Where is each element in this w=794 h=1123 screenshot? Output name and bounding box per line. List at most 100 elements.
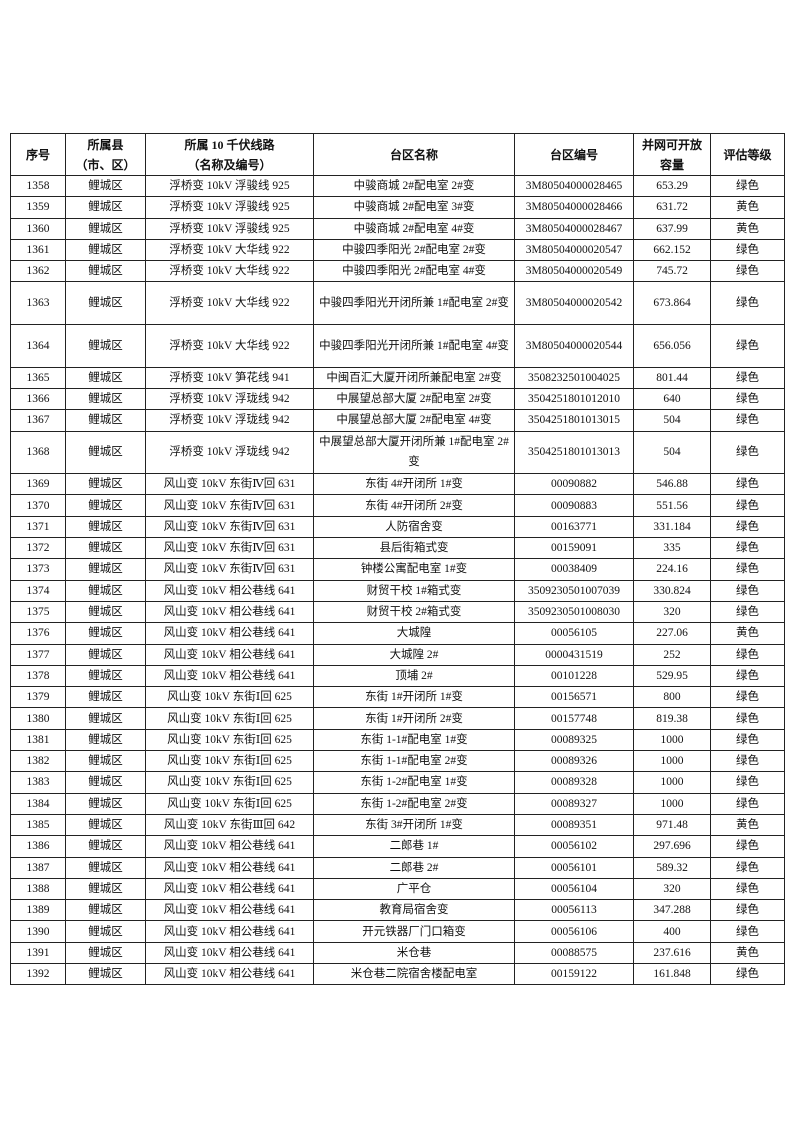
cell-area-name: 米仓巷二院宿舍楼配电室 [313, 962, 515, 986]
cell-open-capacity: 800 [633, 686, 711, 709]
cell-area-name: 钟楼公寓配电室 1#变 [313, 558, 515, 581]
table-row: 1363 鲤城区 浮桥变 10kV 大华线 922 中骏四季阳光开闭所兼 1#配电室 … [10, 281, 785, 326]
cell-feeder-line: 浮桥变 10kV 大华线 922 [145, 324, 314, 368]
cell-area-name: 财贸干校 2#箱式变 [313, 600, 515, 624]
cell-area-name: 东街 1-1#配电室 2#变 [313, 750, 515, 773]
cell-area-code: 00056101 [514, 856, 634, 879]
cell-open-capacity: 320 [633, 877, 711, 901]
cell-open-capacity: 331.184 [633, 515, 711, 539]
cell-rating: 绿色 [710, 366, 785, 389]
header-open-capacity: 并网可开放 容量 [633, 133, 711, 176]
table-row: 1383 鲤城区 风山变 10kV 东街Ⅰ回 625 东街 1-2#配电室 1#变 00… [10, 771, 785, 794]
cell-open-capacity: 1000 [633, 792, 711, 815]
cell-area-name: 东街 1#开闭所 1#变 [313, 686, 515, 709]
cell-area-code: 00101228 [514, 664, 634, 688]
cell-area-name: 东街 1#开闭所 2#变 [313, 707, 515, 730]
cell-area-name: 米仓巷 [313, 941, 515, 964]
cell-rating: 黄色 [710, 813, 785, 837]
table-row: 1365 鲤城区 浮桥变 10kV 笋花线 941 中闽百汇大厦开闭所兼配电室 2#变… [10, 366, 785, 389]
cell-feeder-line: 浮桥变 10kV 大华线 922 [145, 238, 314, 262]
cell-area-name: 东街 1-1#配电室 1#变 [313, 728, 515, 752]
cell-rating: 绿色 [710, 430, 785, 475]
cell-area-name: 开元铁器厂门口箱变 [313, 920, 515, 943]
cell-open-capacity: 237.616 [633, 941, 711, 964]
header-area-code: 台区编号 [514, 133, 634, 176]
table-row: 1362 鲤城区 浮桥变 10kV 大华线 922 中骏四季阳光 2#配电室 4#变 3… [10, 260, 785, 283]
header-line: 并网可开放 [641, 137, 702, 152]
cell-rating: 绿色 [710, 473, 785, 496]
cell-county: 鲤城区 [65, 856, 146, 879]
table-row: 1359 鲤城区 浮桥变 10kV 浮骏线 925 中骏商城 2#配电室 3#变 3M8… [10, 196, 785, 219]
cell-open-capacity: 656.056 [633, 324, 711, 368]
cell-area-name: 中闽百汇大厦开闭所兼配电室 2#变 [313, 366, 515, 389]
cell-feeder-line: 风山变 10kV 相公巷线 641 [145, 877, 314, 901]
cell-rating: 黄色 [710, 196, 785, 219]
table-row: 1361 鲤城区 浮桥变 10kV 大华线 922 中骏四季阳光 2#配电室 2#变 3… [10, 238, 785, 262]
cell-area-code: 00056102 [514, 835, 634, 858]
cell-area-code: 00159122 [514, 962, 634, 986]
cell-open-capacity: 504 [633, 409, 711, 432]
cell-area-code: 3509230501007039 [514, 579, 634, 602]
cell-feeder-line: 风山变 10kV 相公巷线 641 [145, 600, 314, 624]
table-row: 1375 鲤城区 风山变 10kV 相公巷线 641 财贸干校 2#箱式变 350923… [10, 600, 785, 624]
cell-area-name: 东街 1-2#配电室 1#变 [313, 771, 515, 794]
cell-county: 鲤城区 [65, 238, 146, 262]
cell-area-code: 00056104 [514, 877, 634, 901]
cell-area-code: 3M80504000028467 [514, 217, 634, 240]
cell-serial-number: 1363 [10, 281, 66, 326]
cell-rating: 绿色 [710, 537, 785, 560]
table-row: 1382 鲤城区 风山变 10kV 东街Ⅰ回 625 东街 1-1#配电室 2#变 00… [10, 750, 785, 773]
cell-open-capacity: 347.288 [633, 899, 711, 922]
table-row: 1364 鲤城区 浮桥变 10kV 大华线 922 中骏四季阳光开闭所兼 1#配电室 … [10, 324, 785, 368]
cell-serial-number: 1385 [10, 813, 66, 837]
cell-area-code: 3M80504000028465 [514, 174, 634, 198]
table-row: 1367 鲤城区 浮桥变 10kV 浮珑线 942 中展望总部大厦 2#配电室 4#变… [10, 409, 785, 432]
cell-county: 鲤城区 [65, 260, 146, 283]
cell-area-code: 3M80504000020547 [514, 238, 634, 262]
table-row: 1379 鲤城区 风山变 10kV 东街Ⅰ回 625 东街 1#开闭所 1#变 0015… [10, 686, 785, 709]
header-feeder-line: 所属 10 千伏线路 （名称及编号） [145, 133, 314, 176]
cell-open-capacity: 252 [633, 643, 711, 666]
cell-rating: 绿色 [710, 962, 785, 986]
cell-county: 鲤城区 [65, 920, 146, 943]
cell-area-name: 东街 3#开闭所 1#变 [313, 813, 515, 837]
cell-area-name: 人防宿舍变 [313, 515, 515, 539]
cell-rating: 绿色 [710, 494, 785, 517]
header-serial-number: 序号 [10, 133, 66, 176]
cell-county: 鲤城区 [65, 324, 146, 368]
cell-rating: 绿色 [710, 899, 785, 922]
cell-serial-number: 1376 [10, 622, 66, 645]
cell-feeder-line: 风山变 10kV 东街Ⅲ回 642 [145, 813, 314, 837]
cell-area-code: 00056113 [514, 899, 634, 922]
cell-serial-number: 1366 [10, 387, 66, 411]
cell-serial-number: 1391 [10, 941, 66, 964]
cell-serial-number: 1381 [10, 728, 66, 752]
cell-rating: 绿色 [710, 409, 785, 432]
table-row: 1377 鲤城区 风山变 10kV 相公巷线 641 大城隍 2# 0000431519… [10, 643, 785, 666]
cell-county: 鲤城区 [65, 835, 146, 858]
cell-feeder-line: 浮桥变 10kV 笋花线 941 [145, 366, 314, 389]
table-body: 1358 鲤城区 浮桥变 10kV 浮骏线 925 中骏商城 2#配电室 2#变 3M8… [10, 174, 785, 986]
cell-feeder-line: 风山变 10kV 东街Ⅳ回 631 [145, 515, 314, 539]
cell-rating: 绿色 [710, 558, 785, 581]
cell-serial-number: 1368 [10, 430, 66, 475]
cell-feeder-line: 浮桥变 10kV 浮骏线 925 [145, 174, 314, 198]
cell-county: 鲤城区 [65, 941, 146, 964]
cell-county: 鲤城区 [65, 409, 146, 432]
cell-county: 鲤城区 [65, 813, 146, 837]
cell-serial-number: 1380 [10, 707, 66, 730]
cell-area-name: 教育局宿舍变 [313, 899, 515, 922]
cell-open-capacity: 551.56 [633, 494, 711, 517]
cell-area-name: 东街 1-2#配电室 2#变 [313, 792, 515, 815]
header-line: 台区编号 [549, 147, 598, 162]
cell-rating: 黄色 [710, 217, 785, 240]
header-line: （名称及编号） [187, 157, 272, 172]
cell-area-code: 3M80504000028466 [514, 196, 634, 219]
cell-county: 鲤城区 [65, 537, 146, 560]
header-rating: 评估等级 [710, 133, 785, 176]
cell-area-code: 00163771 [514, 515, 634, 539]
cell-serial-number: 1370 [10, 494, 66, 517]
cell-feeder-line: 风山变 10kV 东街Ⅳ回 631 [145, 537, 314, 560]
cell-open-capacity: 224.16 [633, 558, 711, 581]
cell-rating: 绿色 [710, 579, 785, 602]
